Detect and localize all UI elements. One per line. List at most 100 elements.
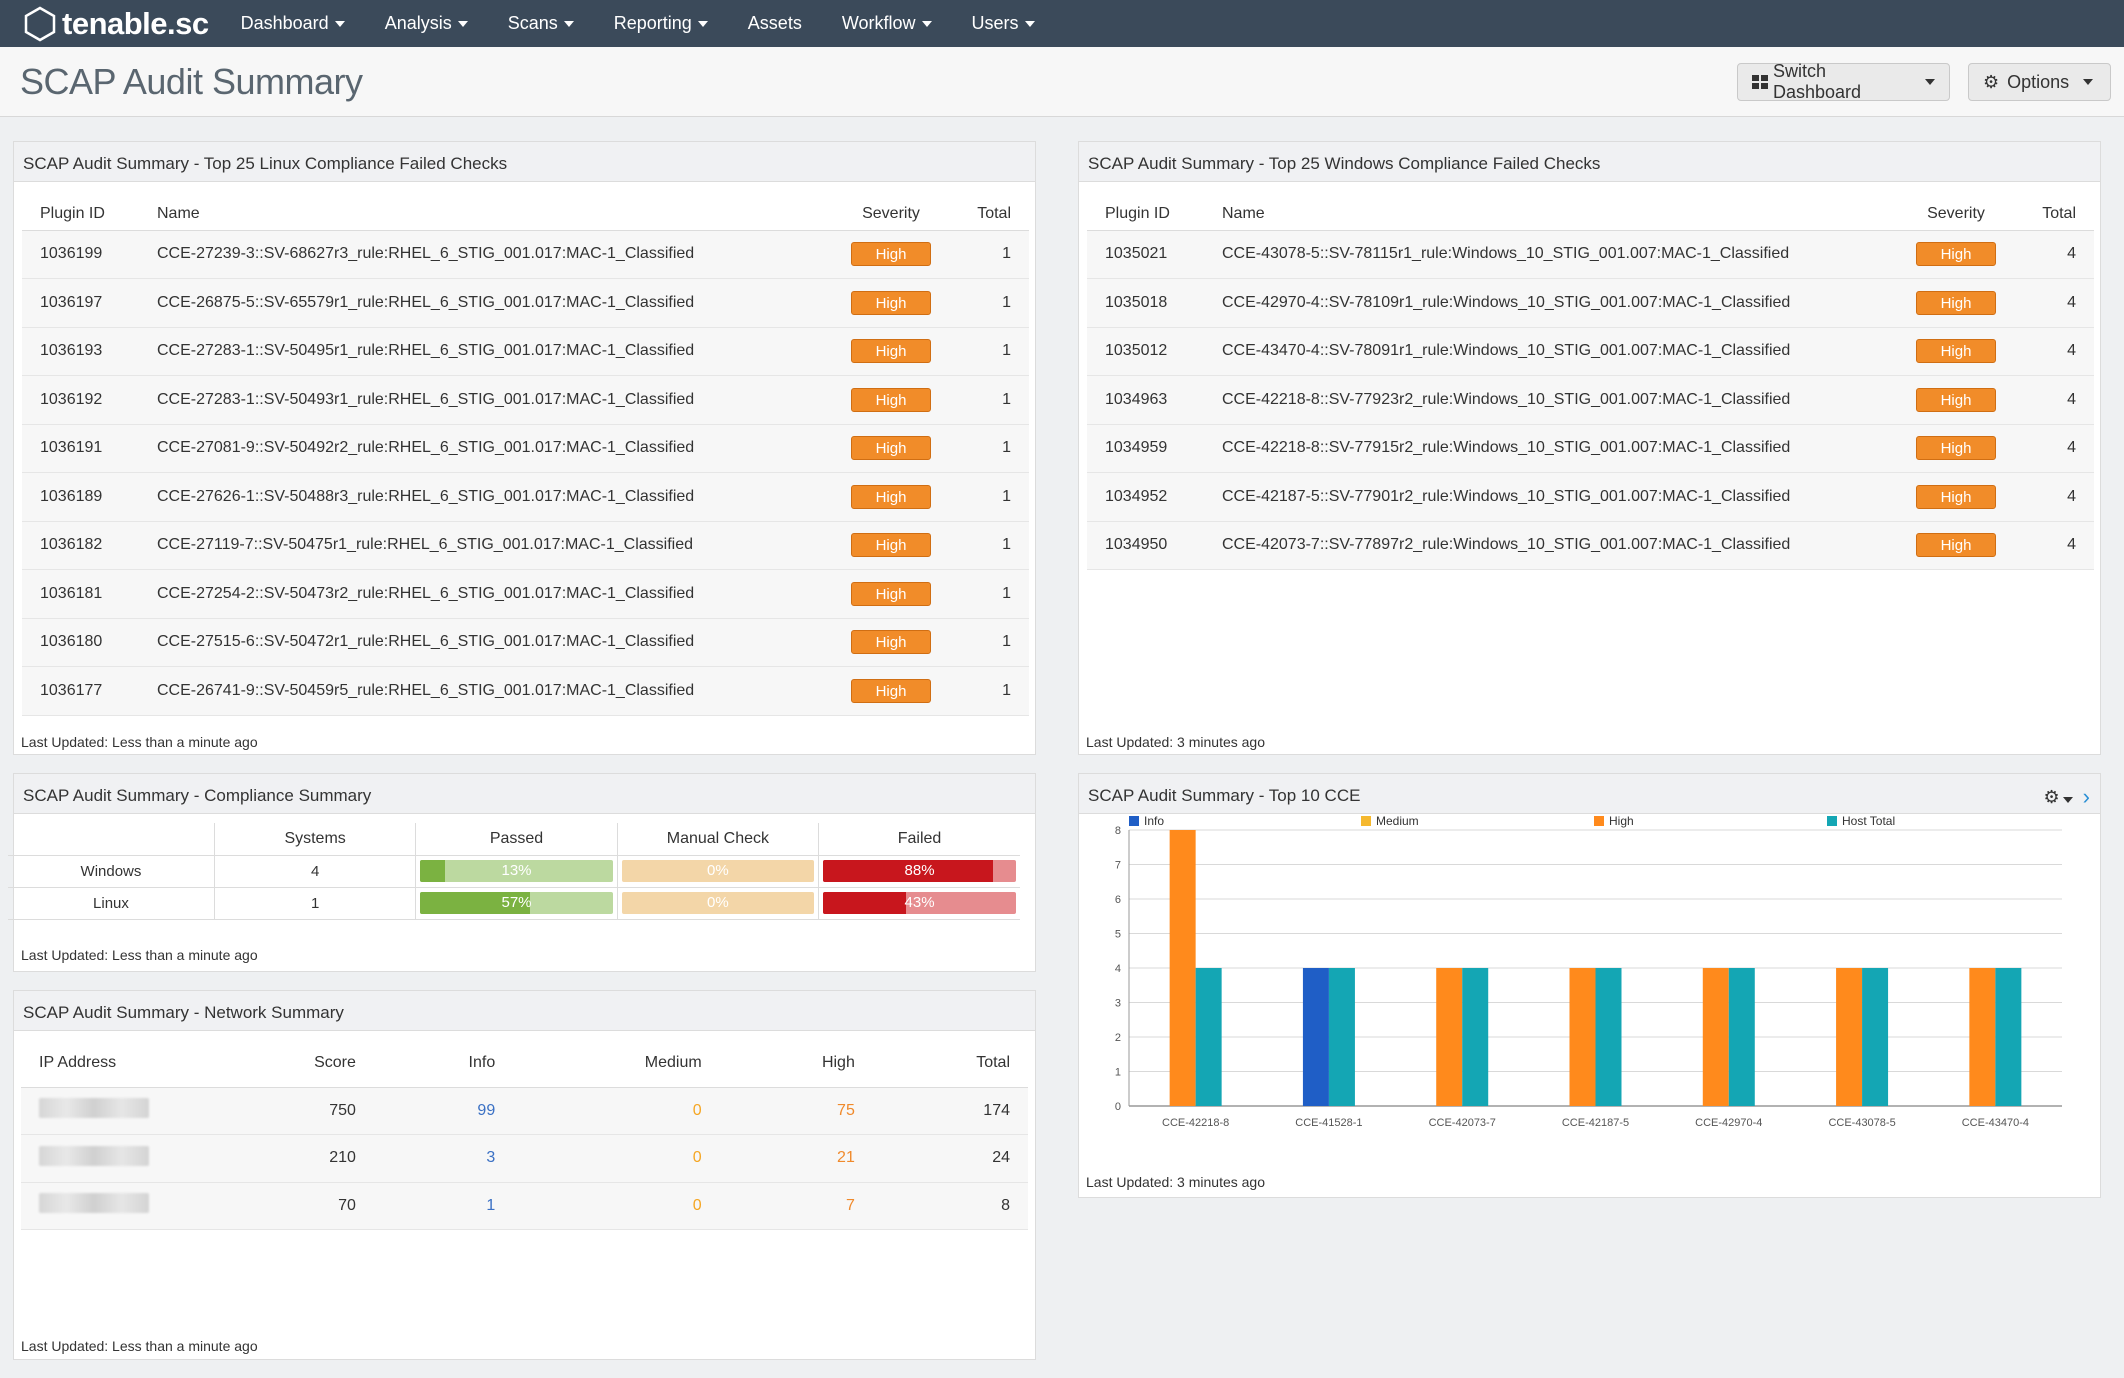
table-row[interactable]: 1036181 CCE-27254-2::SV-50473r2_rule:RHEL…	[22, 569, 1029, 619]
bar-high[interactable]	[1569, 968, 1596, 1106]
column-header[interactable]: Score	[201, 1040, 374, 1088]
total-cell: 1	[949, 278, 1029, 328]
nav-users[interactable]: Users	[972, 13, 1035, 34]
table-row[interactable]: 750 99 0 75 174	[21, 1087, 1028, 1135]
bar-host-total[interactable]	[1995, 968, 2022, 1106]
info-count[interactable]: 99	[373, 1087, 514, 1135]
bar-host-total[interactable]	[1862, 968, 1889, 1106]
bar-high[interactable]	[1702, 968, 1729, 1106]
severity-badge: High	[1916, 484, 1996, 509]
system-type-cell: Windows	[8, 855, 215, 888]
chevron-right-icon[interactable]: ›	[2082, 784, 2090, 809]
table-row[interactable]: 1036199 CCE-27239-3::SV-68627r3_rule:RHEL…	[22, 230, 1029, 279]
high-count[interactable]: 75	[719, 1087, 873, 1135]
gear-icon[interactable]: ⚙	[2044, 787, 2073, 808]
manual-progress-bar[interactable]: 0%	[621, 892, 815, 914]
failed-percent: 88%	[904, 862, 935, 879]
nav-assets[interactable]: Assets	[748, 13, 802, 34]
table-row[interactable]: 1035012 CCE-43470-4::SV-78091r1_rule:Wind…	[1087, 327, 2094, 376]
legend-swatch[interactable]	[1361, 816, 1371, 826]
table-row[interactable]: 1036180 CCE-27515-6::SV-50472r1_rule:RHEL…	[22, 618, 1029, 667]
table-row[interactable]: 1036189 CCE-27626-1::SV-50488r3_rule:RHEL…	[22, 472, 1029, 522]
passed-progress-bar[interactable]: 13%	[420, 860, 613, 882]
bar-high[interactable]	[1169, 830, 1196, 1106]
nav-workflow[interactable]: Workflow	[842, 13, 932, 34]
column-header[interactable]: Info	[373, 1040, 514, 1088]
medium-count[interactable]: 0	[513, 1134, 720, 1183]
switch-dashboard-button[interactable]: Switch Dashboard	[1737, 61, 1950, 102]
y-tick-label: 0	[1115, 1101, 1121, 1113]
table-row[interactable]: 210 3 0 21 24	[21, 1134, 1028, 1183]
column-header[interactable]: Plugin ID	[1087, 198, 1204, 231]
nav-analysis[interactable]: Analysis	[385, 13, 468, 34]
nav-scans[interactable]: Scans	[508, 13, 574, 34]
bar-high[interactable]	[1436, 968, 1463, 1106]
table-row[interactable]: 1036182 CCE-27119-7::SV-50475r1_rule:RHEL…	[22, 521, 1029, 570]
bar-info[interactable]	[1302, 968, 1329, 1106]
table-row[interactable]: 1034959 CCE-42218-8::SV-77915r2_rule:Wind…	[1087, 424, 2094, 473]
plugin-id-cell: 1036191	[22, 424, 139, 473]
table-row[interactable]: 1036197 CCE-26875-5::SV-65579r1_rule:RHEL…	[22, 278, 1029, 328]
medium-count[interactable]: 0	[513, 1182, 720, 1230]
total-cell: 8	[872, 1182, 1028, 1230]
info-count[interactable]: 1	[373, 1182, 514, 1230]
legend-label[interactable]: High	[1609, 816, 1634, 828]
high-count[interactable]: 7	[719, 1182, 873, 1230]
app-logo[interactable]: tenable.sc	[20, 4, 209, 44]
y-tick-label: 4	[1115, 963, 1121, 975]
check-name-cell: CCE-42187-5::SV-77901r2_rule:Windows_10_…	[1204, 472, 1898, 522]
nav-reporting[interactable]: Reporting	[614, 13, 708, 34]
legend-label[interactable]: Info	[1144, 816, 1164, 828]
nav-dashboard[interactable]: Dashboard	[241, 13, 345, 34]
table-row[interactable]: 1036191 CCE-27081-9::SV-50492r2_rule:RHEL…	[22, 424, 1029, 473]
bar-host-total[interactable]	[1728, 968, 1755, 1106]
table-row[interactable]: 1034963 CCE-42218-8::SV-77923r2_rule:Wind…	[1087, 375, 2094, 425]
options-button[interactable]: ⚙ Options	[1968, 63, 2111, 101]
table-row[interactable]: 1034952 CCE-42187-5::SV-77901r2_rule:Wind…	[1087, 472, 2094, 522]
manual-progress-bar[interactable]: 0%	[621, 860, 815, 882]
column-header[interactable]: Severity	[1898, 198, 2014, 231]
column-header[interactable]: Plugin ID	[22, 198, 139, 231]
legend-swatch[interactable]	[1827, 816, 1837, 826]
table-row[interactable]: 1036193 CCE-27283-1::SV-50495r1_rule:RHEL…	[22, 327, 1029, 376]
bar-high[interactable]	[1836, 968, 1863, 1106]
bar-host-total[interactable]	[1195, 968, 1222, 1106]
bar-host-total[interactable]	[1328, 968, 1355, 1106]
bar-host-total[interactable]	[1462, 968, 1489, 1106]
table-row[interactable]: 1036192 CCE-27283-1::SV-50493r1_rule:RHEL…	[22, 375, 1029, 425]
manual-cell: 0%	[616, 855, 819, 888]
column-header[interactable]: High	[719, 1040, 873, 1088]
windows-failed-checks-panel: SCAP Audit Summary - Top 25 Windows Comp…	[1078, 141, 2101, 755]
column-header[interactable]: Severity	[833, 198, 949, 231]
legend-label[interactable]: Host Total	[1842, 816, 1895, 828]
column-header[interactable]: Name	[1204, 198, 1898, 231]
last-updated: Last Updated: 3 minutes ago	[1086, 734, 1266, 750]
bar-host-total[interactable]	[1595, 968, 1622, 1106]
passed-progress-bar[interactable]: 57%	[420, 892, 613, 914]
table-row[interactable]: 1036177 CCE-26741-9::SV-50459r5_rule:RHEL…	[22, 666, 1029, 716]
total-cell: 4	[2014, 424, 2094, 473]
severity-cell: High	[833, 230, 949, 279]
failed-progress-bar[interactable]: 88%	[823, 860, 1016, 882]
table-row[interactable]: 1034950 CCE-42073-7::SV-77897r2_rule:Wind…	[1087, 521, 2094, 570]
medium-count[interactable]: 0	[513, 1087, 720, 1135]
table-row[interactable]: 1035021 CCE-43078-5::SV-78115r1_rule:Wind…	[1087, 230, 2094, 279]
column-header[interactable]: Medium	[513, 1040, 720, 1088]
check-name-cell: CCE-42218-8::SV-77923r2_rule:Windows_10_…	[1204, 375, 1898, 425]
plugin-id-cell: 1034963	[1087, 375, 1204, 425]
nav-label: Analysis	[384, 13, 452, 33]
column-header[interactable]: Total	[2014, 198, 2094, 231]
legend-swatch[interactable]	[1594, 816, 1604, 826]
high-count[interactable]: 21	[719, 1134, 873, 1183]
bar-high[interactable]	[1969, 968, 1996, 1106]
table-row[interactable]: 70 1 0 7 8	[21, 1182, 1028, 1230]
legend-label[interactable]: Medium	[1376, 816, 1419, 828]
table-row[interactable]: 1035018 CCE-42970-4::SV-78109r1_rule:Wind…	[1087, 278, 2094, 328]
info-count[interactable]: 3	[373, 1134, 514, 1183]
column-header[interactable]: Total	[949, 198, 1029, 231]
column-header[interactable]: Name	[139, 198, 833, 231]
legend-swatch[interactable]	[1129, 816, 1139, 826]
column-header[interactable]: IP Address	[21, 1040, 201, 1088]
failed-progress-bar[interactable]: 43%	[823, 892, 1016, 914]
column-header[interactable]: Total	[872, 1040, 1028, 1088]
